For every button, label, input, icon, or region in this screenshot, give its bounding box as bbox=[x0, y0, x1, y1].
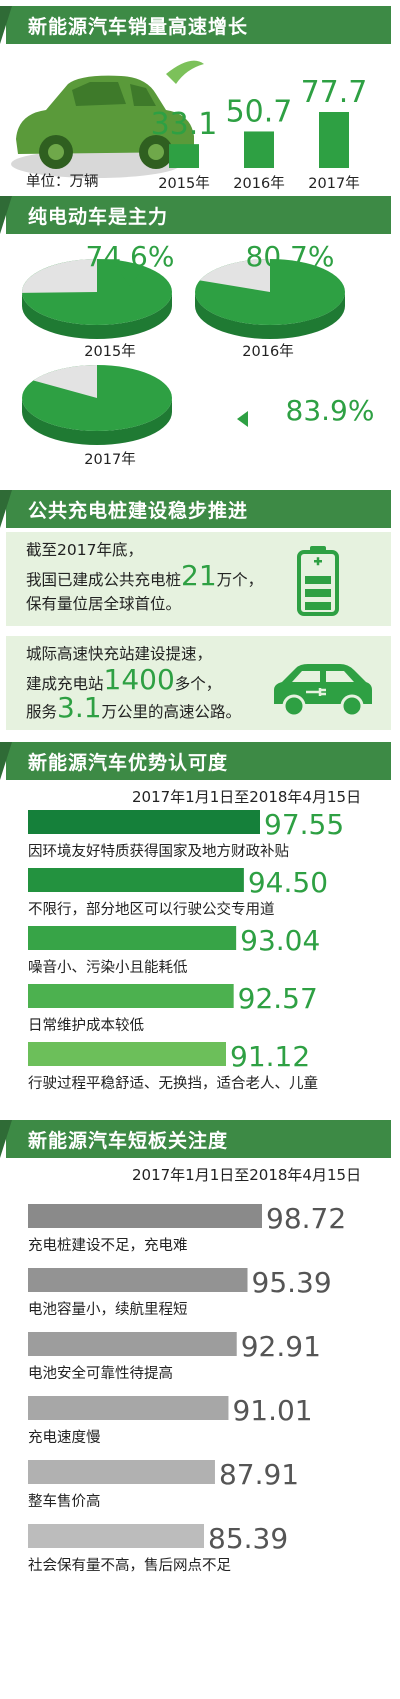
advantage-value-label-3: 92.57 bbox=[238, 982, 318, 1015]
section5-bar-chart: 98.72 充电桩建设不足，充电难 95.39 电池容量小，续航里程短 92.91 电池安… bbox=[28, 1202, 346, 1574]
section2-pie-charts: 74.6% 2015年 80.7% 2016年 83.9% 2017年 bbox=[21, 240, 375, 468]
advantage-category-label-4: 行驶过程平稳舒适、无换挡，适合老人、儿童 bbox=[28, 1074, 318, 1092]
shortcoming-value-label-4: 87.91 bbox=[219, 1458, 299, 1491]
sales-year-label-0: 2015年 bbox=[158, 175, 209, 192]
sales-value-label-2: 77.7 bbox=[301, 75, 368, 110]
shortcoming-category-label-0: 充电桩建设不足，充电难 bbox=[28, 1237, 188, 1254]
advantage-bar-1 bbox=[28, 868, 244, 892]
card2-line2-pre: 建成充电站 bbox=[26, 675, 104, 693]
section5-date-range: 2017年1月1日至2018年4月15日 bbox=[132, 1166, 362, 1184]
advantage-bar-0 bbox=[28, 810, 260, 834]
card1-line1: 截至2017年底， bbox=[26, 541, 143, 559]
charging-station-card: 城际高速快充站建设提速， 建成充电站1400多个， 服务3.1万公里的高速公路。 bbox=[6, 636, 391, 730]
advantage-bar-2 bbox=[28, 926, 237, 950]
pie-value-label-1: 80.7% bbox=[246, 240, 335, 273]
section3-title: 公共充电桩建设稳步推进 bbox=[28, 500, 249, 522]
sales-year-label-1: 2016年 bbox=[233, 175, 284, 192]
pie-rest-slice-1 bbox=[199, 259, 270, 292]
section2-title: 纯电动车是主力 bbox=[28, 206, 169, 228]
pie-year-label-0: 2015年 bbox=[84, 343, 135, 360]
pie-2 bbox=[22, 365, 172, 445]
pie-value-label-2: 83.9% bbox=[286, 394, 375, 427]
section1-title: 新能源汽车销量高速增长 bbox=[28, 16, 249, 38]
pie-value-label-0: 74.6% bbox=[86, 240, 175, 273]
section1-unit: 单位：万辆 bbox=[26, 174, 99, 190]
shortcoming-value-label-0: 98.72 bbox=[266, 1202, 346, 1235]
shortcoming-value-label-2: 92.91 bbox=[241, 1330, 321, 1363]
section2-banner: 纯电动车是主力 bbox=[0, 196, 391, 234]
sales-value-label-0: 33.1 bbox=[151, 107, 218, 142]
shortcoming-category-label-3: 充电速度慢 bbox=[28, 1429, 101, 1446]
pie-rest-slice-0 bbox=[21, 259, 97, 293]
sales-value-label-1: 50.7 bbox=[226, 94, 293, 129]
advantage-category-label-3: 日常维护成本较低 bbox=[28, 1016, 144, 1034]
pie-pointer-0 bbox=[121, 274, 139, 286]
shortcoming-bar-2 bbox=[28, 1332, 237, 1356]
pie-pointer-1 bbox=[281, 274, 299, 286]
card1-highlight-number: 21 bbox=[181, 559, 217, 592]
shortcoming-value-label-3: 91.01 bbox=[232, 1394, 312, 1427]
battery-icon bbox=[297, 546, 339, 616]
section1-banner: 新能源汽车销量高速增长 bbox=[0, 6, 391, 44]
section1-bar-chart: 33.1 2015年 50.7 2016年 77.7 2017年 bbox=[151, 75, 368, 192]
section3-banner: 公共充电桩建设稳步推进 bbox=[0, 490, 391, 528]
advantage-category-label-2: 噪音小、污染小且能耗低 bbox=[28, 959, 188, 976]
shortcoming-value-label-5: 85.39 bbox=[208, 1522, 288, 1555]
pie-year-label-1: 2016年 bbox=[242, 343, 293, 360]
advantage-value-label-4: 91.12 bbox=[230, 1040, 310, 1073]
advantage-value-label-1: 94.50 bbox=[248, 866, 328, 899]
sales-year-label-2: 2017年 bbox=[308, 175, 359, 192]
section5-title: 新能源汽车短板关注度 bbox=[28, 1130, 229, 1152]
shortcoming-category-label-1: 电池容量小，续航里程短 bbox=[28, 1301, 188, 1318]
section4-title: 新能源汽车优势认可度 bbox=[28, 752, 229, 774]
grass-car-illustration bbox=[11, 60, 204, 178]
card2-line1: 城际高速快充站建设提速， bbox=[26, 645, 213, 663]
advantage-bar-4 bbox=[28, 1042, 226, 1066]
advantage-value-label-0: 97.55 bbox=[264, 810, 344, 841]
card2-highlight-number: 1400 bbox=[103, 663, 175, 696]
card2-line3-pre: 服务 bbox=[26, 703, 58, 721]
card2-highlight-distance: 3.1 bbox=[57, 691, 102, 724]
sales-bar-0 bbox=[169, 144, 199, 168]
shortcoming-bar-0 bbox=[28, 1204, 262, 1228]
shortcoming-category-label-2: 电池安全可靠性待提高 bbox=[28, 1364, 173, 1382]
electric-car-icon bbox=[274, 664, 372, 718]
shortcoming-bar-3 bbox=[28, 1396, 229, 1420]
shortcoming-bar-5 bbox=[28, 1524, 204, 1548]
card1-line2-post: 万个， bbox=[216, 571, 264, 589]
pie-1 bbox=[195, 259, 345, 339]
card1-line2-pre: 我国已建成公共充电桩 bbox=[26, 571, 182, 589]
pie-pointer-2 bbox=[237, 411, 248, 427]
shortcoming-category-label-4: 整车售价高 bbox=[28, 1493, 101, 1510]
shortcoming-bar-1 bbox=[28, 1268, 248, 1292]
card2-line2-post: 多个， bbox=[174, 675, 222, 693]
advantage-category-label-0: 因环境友好特质获得国家及地方财政补贴 bbox=[28, 842, 289, 860]
card2-line3-post: 万公里的高速公路。 bbox=[101, 703, 242, 721]
shortcoming-value-label-1: 95.39 bbox=[252, 1266, 332, 1299]
card2-line3: 服务3.1万公里的高速公路。 bbox=[26, 692, 241, 728]
advantage-bar-3 bbox=[28, 984, 234, 1008]
shortcoming-bar-4 bbox=[28, 1460, 215, 1484]
pie-rest-slice-2 bbox=[33, 365, 97, 398]
pie-year-label-2: 2017年 bbox=[84, 451, 135, 468]
card1-line2: 我国已建成公共充电桩21万个， bbox=[26, 560, 263, 596]
sales-bar-2 bbox=[319, 112, 349, 168]
section5-banner: 新能源汽车短板关注度 bbox=[0, 1120, 391, 1158]
advantage-category-label-1: 不限行，部分地区可以行驶公交专用道 bbox=[28, 900, 275, 918]
charging-pile-card: 截至2017年底， 我国已建成公共充电桩21万个， 保有量位居全球首位。 bbox=[6, 532, 391, 626]
card1-line3: 保有量位居全球首位。 bbox=[26, 595, 182, 613]
card2-line2: 建成充电站1400多个， bbox=[26, 664, 221, 700]
shortcoming-category-label-5: 社会保有量不高，售后网点不足 bbox=[28, 1557, 231, 1574]
sales-bar-1 bbox=[244, 131, 274, 168]
section4-banner: 新能源汽车优势认可度 bbox=[0, 742, 391, 780]
advantage-value-label-2: 93.04 bbox=[240, 924, 320, 957]
section4-date-range: 2017年1月1日至2018年4月15日 bbox=[132, 788, 362, 806]
